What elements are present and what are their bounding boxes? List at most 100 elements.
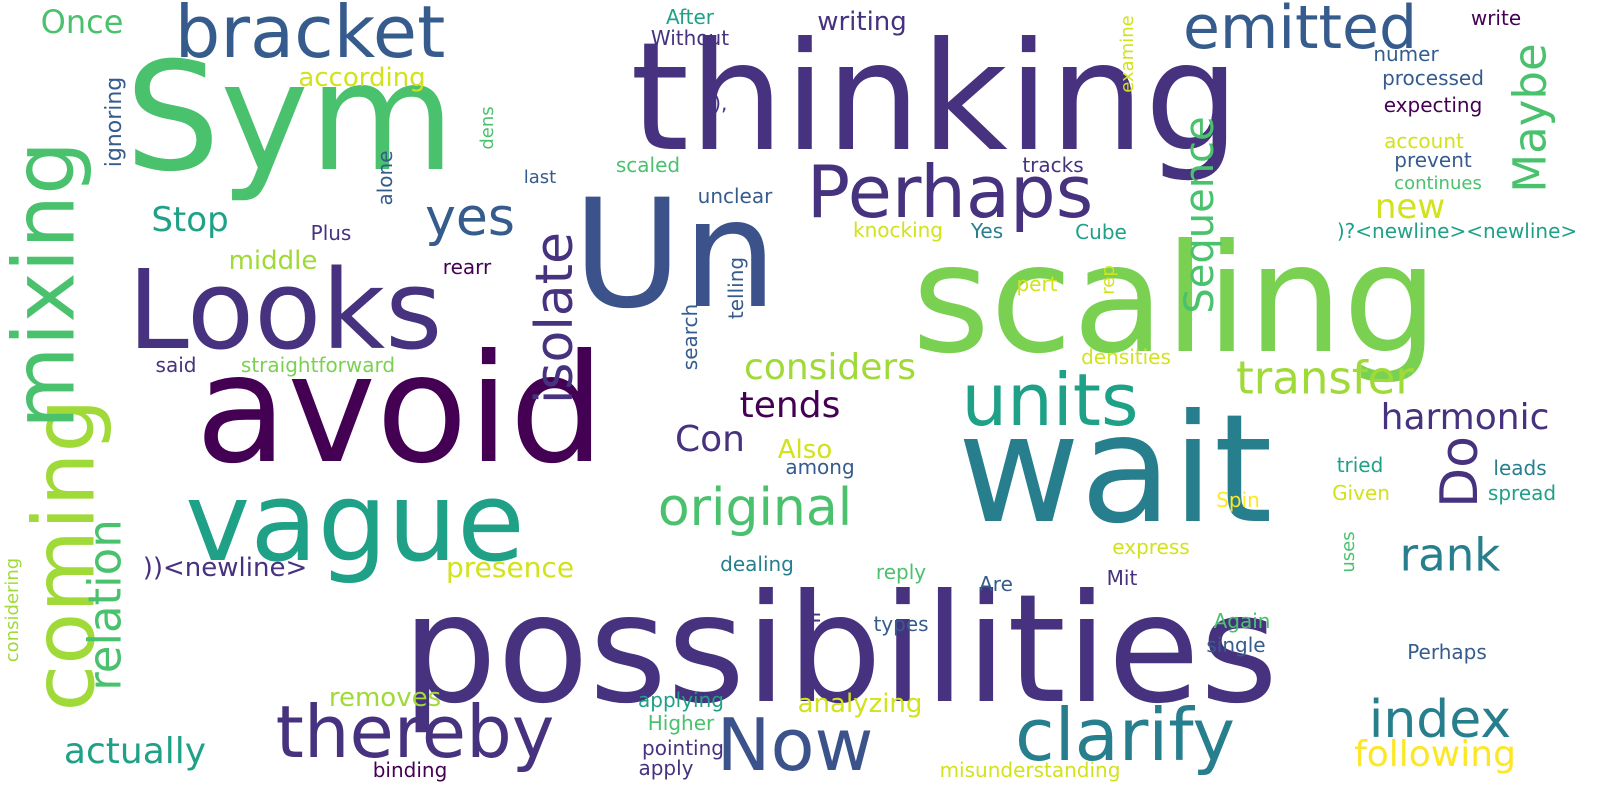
word-types-89: types	[873, 612, 929, 636]
word-looks-7: Looks	[127, 246, 443, 374]
word-rank-24: rank	[1399, 528, 1501, 582]
word-actually-26: actually	[63, 731, 207, 772]
word-after-47: After	[665, 5, 715, 29]
word-new-35: new	[1374, 187, 1446, 227]
word-also-43: Also	[777, 435, 833, 465]
word-applying-94: applying	[638, 688, 724, 712]
word-if-88: If	[801, 610, 825, 624]
word-mit-86: Mit	[1106, 566, 1138, 590]
word-transfer-20: transfer	[1236, 351, 1414, 405]
word-original-18: original	[657, 478, 853, 538]
word-tracks-62: tracks	[1022, 153, 1084, 177]
word-according-37: according	[298, 63, 426, 93]
word-newline-44: ))<newline>	[142, 553, 308, 583]
word-dealing-84: dealing	[720, 552, 794, 576]
word-mixing-10: mixing	[0, 140, 95, 430]
word-tends-32: tends	[739, 385, 841, 426]
word-isolate-19: isolate	[525, 231, 585, 405]
word-spread-80: spread	[1487, 481, 1557, 505]
word-yes-27: yes	[425, 188, 515, 248]
word-considering-93: considering	[2, 557, 23, 663]
word-sym-2: Sym	[124, 31, 456, 205]
word-search-71: search	[678, 303, 702, 371]
word-binding-98: binding	[372, 758, 448, 782]
word-express-82: express	[1112, 535, 1190, 559]
word-un-3: Un	[572, 168, 778, 342]
word-perhaps-15: Perhaps	[806, 150, 1094, 234]
word-index-21: index	[1368, 690, 1512, 750]
word-perhaps-92: Perhaps	[1407, 640, 1487, 664]
word-vague-8: vague	[185, 458, 525, 586]
word-now-17: Now	[716, 703, 874, 787]
word-rearr-69: rearr	[442, 255, 492, 279]
word-clarify-13: clarify	[1014, 693, 1236, 777]
word-stop-34: Stop	[151, 200, 229, 240]
word-higher-95: Higher	[647, 711, 715, 735]
word-considers-29: considers	[744, 347, 916, 388]
word-knocking-65: knocking	[853, 218, 943, 242]
word-tried-77: tried	[1336, 453, 1384, 477]
word-cube-67: Cube	[1075, 220, 1127, 244]
word-do-22: Do	[1430, 436, 1490, 508]
word-processed-52: processed	[1382, 66, 1484, 90]
word-without-48: Without	[650, 26, 730, 50]
word-removes-40: removes	[328, 683, 442, 713]
word-possibilities-0: possibilities	[401, 563, 1279, 737]
word-continues-56: continues	[1394, 173, 1482, 194]
word-avoid-5: avoid	[195, 323, 605, 497]
word-pointing-96: pointing	[642, 736, 724, 760]
word-relation-25: relation	[78, 519, 132, 691]
word-numer-51: numer	[1373, 42, 1439, 66]
word-are-87: Are	[979, 572, 1013, 596]
word-scaled-61: scaled	[615, 153, 681, 177]
word-pert-72: pert	[1016, 272, 1058, 296]
word-analyzing-41: analyzing	[797, 689, 923, 719]
word-given-79: Given	[1332, 481, 1390, 505]
word-following-31: following	[1354, 734, 1516, 775]
word-again-90: Again	[1213, 609, 1271, 633]
word-presence-39: presence	[445, 551, 575, 584]
word-prevent-55: prevent	[1394, 148, 1472, 172]
word-expecting-53: expecting	[1383, 93, 1483, 117]
word-examine-58: examine	[1117, 15, 1138, 93]
word-scaling-4: scaling	[911, 213, 1439, 387]
word-harmonic-30: harmonic	[1380, 397, 1550, 438]
word-last-63: last	[523, 167, 557, 188]
word-ignoring-45: ignoring	[102, 76, 127, 168]
word-apply-97: apply	[638, 756, 694, 780]
word-bracket-11: bracket	[174, 0, 446, 74]
word-newline-newline-57: )?<newline><newline>	[1336, 219, 1578, 243]
word-dens-59: dens	[477, 106, 498, 150]
word-write-50: write	[1470, 6, 1522, 30]
word-thinking-1: thinking	[630, 11, 1240, 185]
word-densities-75: densities	[1081, 345, 1171, 369]
word-writing-38: writing	[817, 7, 907, 37]
word-uses-83: uses	[1338, 531, 1359, 573]
word-reply-85: reply	[875, 560, 927, 584]
word-leads-78: leads	[1493, 456, 1547, 480]
word-alone-60: alone	[373, 150, 397, 206]
word-account-54: account	[1384, 129, 1464, 153]
word-yes-66: Yes	[970, 219, 1004, 243]
word-plus-68: Plus	[310, 221, 352, 245]
word-spin-81: Spin	[1216, 488, 1260, 512]
word-units-14: units	[961, 358, 1139, 442]
word-middle-42: middle	[228, 246, 318, 276]
word-rep-73: rep	[1098, 265, 1119, 295]
word-maybe-23: Maybe	[1503, 43, 1557, 193]
word-wait-6: wait	[957, 383, 1273, 557]
word-misunderstanding-99: misunderstanding	[939, 758, 1121, 782]
word-single-91: single	[1206, 633, 1266, 657]
word-telling-70: telling	[724, 256, 748, 320]
word-con-33: Con	[675, 419, 745, 460]
word-said-74: said	[155, 353, 197, 377]
word-emitted-16: emitted	[1182, 0, 1418, 63]
word-once-36: Once	[40, 3, 124, 41]
word-thereby-12: thereby	[275, 690, 555, 774]
word-among-76: among	[785, 455, 855, 479]
word-sequence-28: Sequence	[1177, 116, 1223, 314]
word-unclear-64: unclear	[697, 184, 773, 208]
word-straightforward-46: straightforward	[240, 353, 396, 377]
word-symbol-49: ?),	[702, 91, 728, 115]
